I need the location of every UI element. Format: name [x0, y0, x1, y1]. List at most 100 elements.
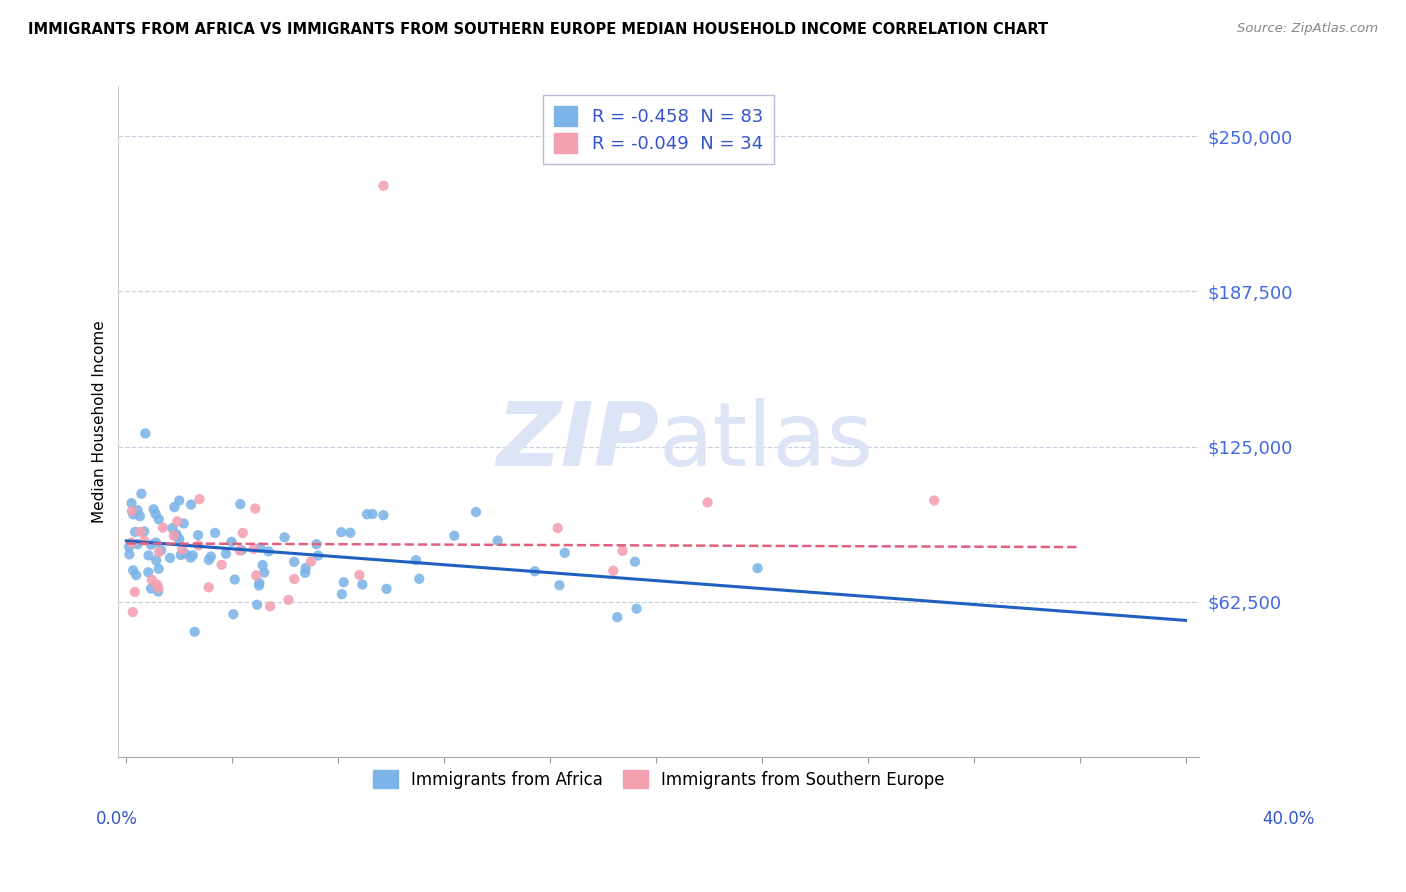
Point — [148, 562, 170, 576]
Point — [121, 535, 143, 549]
Point — [146, 577, 169, 591]
Point — [200, 549, 222, 564]
Point — [245, 568, 267, 582]
Point — [166, 515, 188, 529]
Point — [349, 568, 371, 582]
Point — [465, 505, 488, 519]
Point — [602, 564, 624, 578]
Point — [141, 573, 163, 587]
Point — [172, 542, 194, 557]
Text: 0.0%: 0.0% — [96, 810, 138, 828]
Point — [408, 572, 430, 586]
Point — [134, 426, 156, 441]
Text: 40.0%: 40.0% — [1263, 810, 1315, 828]
Point — [121, 496, 143, 510]
Point — [145, 535, 167, 549]
Point — [166, 527, 188, 541]
Point — [548, 578, 571, 592]
Point — [283, 555, 305, 569]
Point — [118, 547, 141, 561]
Point — [253, 566, 276, 580]
Point — [330, 525, 353, 540]
Point — [197, 580, 219, 594]
Point — [159, 550, 181, 565]
Point — [127, 537, 149, 551]
Point — [150, 543, 173, 558]
Point — [148, 545, 170, 559]
Point — [139, 538, 162, 552]
Text: ZIP: ZIP — [496, 399, 658, 485]
Point — [129, 524, 152, 539]
Text: IMMIGRANTS FROM AFRICA VS IMMIGRANTS FROM SOUTHERN EUROPE MEDIAN HOUSEHOLD INCOM: IMMIGRANTS FROM AFRICA VS IMMIGRANTS FRO… — [28, 22, 1049, 37]
Point — [294, 566, 316, 580]
Point — [257, 544, 280, 558]
Point — [228, 543, 250, 558]
Point — [187, 539, 209, 553]
Point — [138, 549, 160, 563]
Point — [373, 178, 395, 193]
Point — [273, 530, 295, 544]
Point — [606, 610, 628, 624]
Point — [247, 578, 270, 592]
Point — [122, 508, 145, 522]
Point — [330, 587, 353, 601]
Point — [486, 533, 509, 548]
Point — [747, 561, 769, 575]
Point — [554, 546, 576, 560]
Point — [247, 575, 270, 590]
Point — [626, 601, 648, 615]
Point — [118, 540, 141, 554]
Point — [180, 498, 202, 512]
Point — [124, 585, 146, 599]
Point — [224, 573, 246, 587]
Point — [307, 549, 329, 563]
Point — [242, 541, 264, 556]
Point — [170, 548, 193, 562]
Point — [122, 563, 145, 577]
Legend: Immigrants from Africa, Immigrants from Southern Europe: Immigrants from Africa, Immigrants from … — [366, 764, 952, 796]
Point — [174, 547, 197, 561]
Point — [277, 593, 299, 607]
Point — [134, 524, 156, 539]
Point — [375, 582, 398, 596]
Point — [204, 525, 226, 540]
Point — [166, 529, 188, 543]
Point — [373, 508, 395, 523]
Point — [299, 554, 322, 568]
Point — [136, 566, 159, 580]
Point — [131, 487, 153, 501]
Point — [523, 564, 546, 578]
Point — [222, 607, 245, 622]
Point — [121, 605, 143, 619]
Point — [232, 525, 254, 540]
Point — [152, 521, 174, 535]
Point — [167, 493, 190, 508]
Point — [221, 534, 243, 549]
Point — [352, 577, 374, 591]
Point — [148, 581, 170, 595]
Point — [922, 493, 945, 508]
Point — [188, 492, 211, 507]
Point — [187, 528, 209, 542]
Point — [146, 584, 169, 599]
Point — [259, 599, 281, 614]
Point — [361, 507, 384, 521]
Point — [180, 550, 202, 565]
Point — [211, 558, 233, 572]
Point — [283, 572, 305, 586]
Point — [246, 598, 269, 612]
Point — [128, 509, 150, 524]
Point — [294, 561, 316, 575]
Point — [405, 553, 427, 567]
Point — [624, 555, 647, 569]
Point — [183, 624, 205, 639]
Point — [305, 537, 328, 551]
Point — [145, 507, 167, 521]
Point — [332, 575, 354, 590]
Point — [148, 512, 170, 526]
Point — [124, 524, 146, 539]
Point — [163, 529, 186, 543]
Point — [229, 497, 252, 511]
Y-axis label: Median Household Income: Median Household Income — [93, 320, 107, 523]
Text: atlas: atlas — [658, 399, 873, 485]
